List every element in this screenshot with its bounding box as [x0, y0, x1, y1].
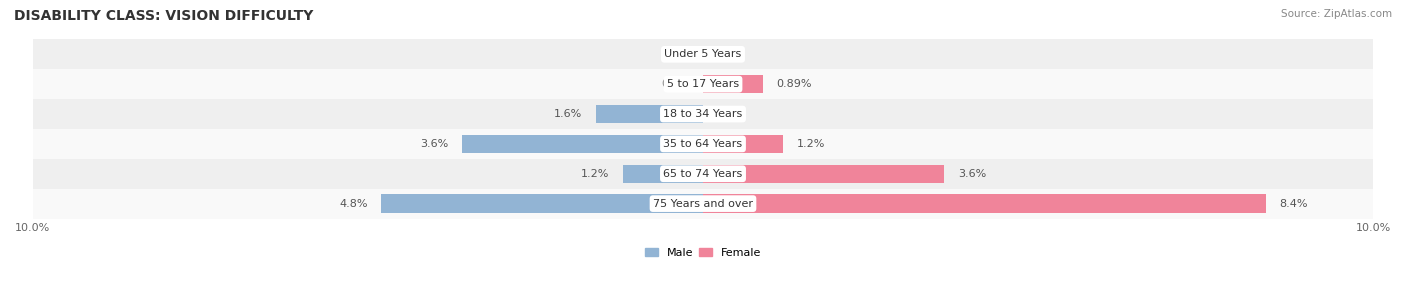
Text: 1.2%: 1.2% [797, 139, 825, 149]
Bar [703, 135, 783, 153]
Text: 18 to 34 Years: 18 to 34 Years [664, 109, 742, 119]
Bar [32, 159, 1374, 189]
Text: 8.4%: 8.4% [1279, 199, 1308, 209]
Text: 3.6%: 3.6% [420, 139, 449, 149]
Text: DISABILITY CLASS: VISION DIFFICULTY: DISABILITY CLASS: VISION DIFFICULTY [14, 9, 314, 23]
Text: Source: ZipAtlas.com: Source: ZipAtlas.com [1281, 9, 1392, 19]
Bar [32, 39, 1374, 69]
Bar [32, 129, 1374, 159]
Text: 0.0%: 0.0% [661, 79, 689, 89]
Text: 0.0%: 0.0% [717, 109, 745, 119]
Text: 35 to 64 Years: 35 to 64 Years [664, 139, 742, 149]
Text: 3.6%: 3.6% [957, 169, 986, 179]
Text: 0.89%: 0.89% [776, 79, 811, 89]
Bar [381, 194, 703, 213]
Bar [703, 194, 1267, 213]
Text: Under 5 Years: Under 5 Years [665, 49, 741, 59]
Bar [623, 164, 703, 183]
Text: 1.2%: 1.2% [581, 169, 609, 179]
Bar [703, 164, 945, 183]
Bar [32, 99, 1374, 129]
Text: 1.6%: 1.6% [554, 109, 582, 119]
Text: 0.0%: 0.0% [717, 49, 745, 59]
Text: 5 to 17 Years: 5 to 17 Years [666, 79, 740, 89]
Bar [461, 135, 703, 153]
Text: 0.0%: 0.0% [661, 49, 689, 59]
Bar [32, 189, 1374, 219]
Text: 4.8%: 4.8% [339, 199, 368, 209]
Text: 65 to 74 Years: 65 to 74 Years [664, 169, 742, 179]
Legend: Male, Female: Male, Female [644, 248, 762, 258]
Bar [703, 75, 762, 93]
Text: 75 Years and over: 75 Years and over [652, 199, 754, 209]
Bar [596, 105, 703, 123]
Bar [32, 69, 1374, 99]
